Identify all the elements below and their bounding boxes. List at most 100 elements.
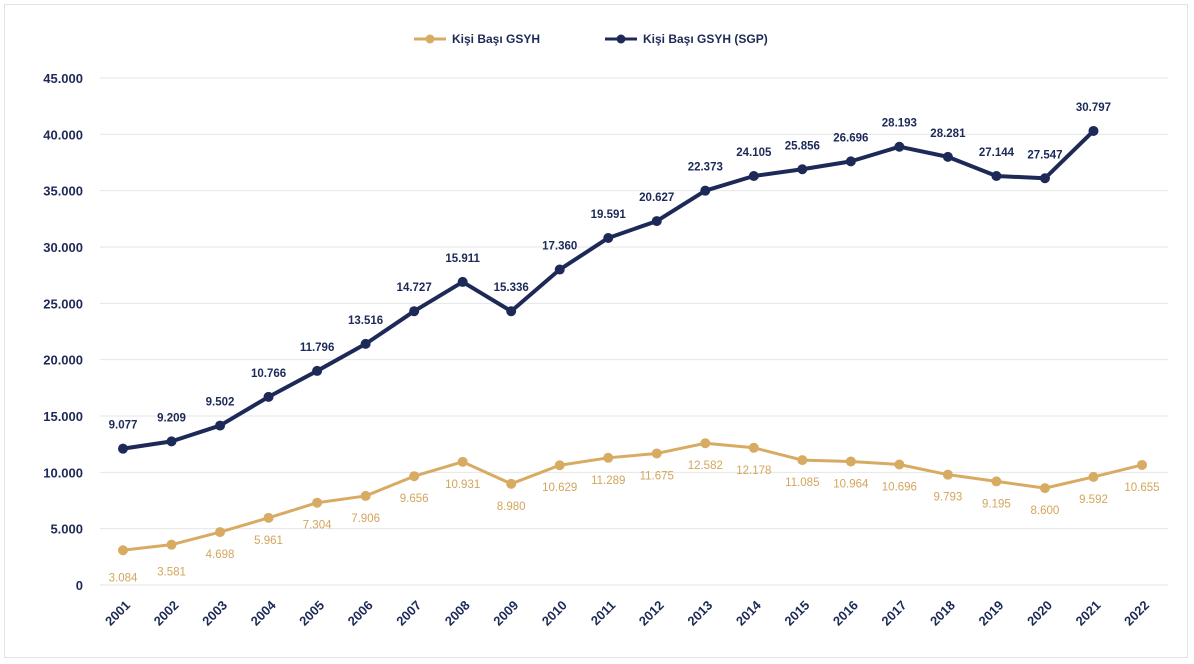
y-tick-label: 45.000 <box>43 71 83 86</box>
legend-marker-swatch <box>425 34 435 44</box>
data-label-gsyh: 7.906 <box>351 513 380 525</box>
data-label-sgp: 14.727 <box>397 282 432 294</box>
data-point-sgp <box>506 306 517 317</box>
data-label-gsyh: 8.600 <box>1031 505 1060 517</box>
data-label-sgp: 20.627 <box>639 192 674 204</box>
y-tick-label: 30.000 <box>43 240 83 255</box>
data-label-gsyh: 12.582 <box>688 460 723 472</box>
data-point-sgp <box>457 276 468 287</box>
x-tick-label: 2006 <box>345 598 376 629</box>
data-label-gsyh: 4.698 <box>206 549 235 561</box>
x-tick-label: 2013 <box>684 598 715 629</box>
data-label-sgp: 24.105 <box>736 147 772 159</box>
data-point-gsyh <box>506 478 517 489</box>
series-line-gsyh <box>121 441 1144 552</box>
data-label-sgp: 22.373 <box>688 162 723 174</box>
data-label-sgp: 9.209 <box>157 412 186 424</box>
x-tick-label: 2017 <box>878 598 909 629</box>
data-label-gsyh: 11.675 <box>640 470 674 482</box>
legend-item-gsyh: Kişi Başı GSYH <box>414 32 540 46</box>
data-label-sgp: 27.547 <box>1027 149 1062 161</box>
data-label-sgp: 19.591 <box>591 209 627 221</box>
y-axis: 0 5.000 10.000 15.000 20.000 25.000 30.000 35.0… <box>43 71 83 593</box>
x-tick-label: 2018 <box>927 598 958 629</box>
x-tick-label: 2011 <box>588 598 619 629</box>
data-point-sgp <box>942 151 953 162</box>
y-tick-label: 15.000 <box>43 409 83 424</box>
data-label-sgp: 15.911 <box>445 253 480 265</box>
data-point-gsyh <box>991 476 1002 487</box>
x-tick-label: 2012 <box>636 598 667 629</box>
y-tick-label: 20.000 <box>43 353 83 368</box>
chart-frame <box>4 4 1188 658</box>
x-tick-label: 2019 <box>975 598 1006 629</box>
data-point-sgp <box>1088 125 1099 136</box>
data-label-sgp: 28.281 <box>930 128 966 140</box>
data-labels: 9.077 9.209 9.502 10.766 11.796 13.516 14.727 1… <box>109 102 1160 584</box>
data-point-gsyh <box>215 527 226 538</box>
data-point-sgp <box>554 264 565 275</box>
data-label-gsyh: 10.931 <box>445 479 480 491</box>
x-tick-label: 2014 <box>733 597 765 629</box>
data-point-gsyh <box>1039 483 1050 494</box>
data-label-gsyh: 8.980 <box>497 501 526 513</box>
legend-label: Kişi Başı GSYH (SGP) <box>643 32 768 46</box>
data-point-gsyh <box>603 452 614 463</box>
data-point-sgp <box>215 420 226 431</box>
data-point-gsyh <box>457 456 468 467</box>
y-tick-label: 35.000 <box>43 184 83 199</box>
y-tick-label: 40.000 <box>43 127 83 142</box>
data-point-sgp <box>651 216 662 227</box>
data-label-sgp: 30.797 <box>1076 102 1111 114</box>
legend: Kişi Başı GSYH Kişi Başı GSYH (SGP) <box>414 32 768 46</box>
data-point-gsyh <box>651 448 662 459</box>
y-tick-label: 25.000 <box>43 296 83 311</box>
data-point-sgp <box>409 306 420 317</box>
data-point-gsyh <box>263 512 274 523</box>
data-point-sgp <box>263 391 274 402</box>
data-point-gsyh <box>166 539 177 550</box>
x-tick-label: 2021 <box>1073 598 1104 629</box>
gridlines <box>100 77 1168 586</box>
data-point-gsyh <box>118 545 128 556</box>
data-point-gsyh <box>797 455 808 466</box>
data-label-gsyh: 5.961 <box>254 535 283 547</box>
legend-item-sgp: Kişi Başı GSYH (SGP) <box>605 32 768 46</box>
data-label-sgp: 13.516 <box>348 315 383 327</box>
data-label-gsyh: 12.178 <box>736 465 771 477</box>
data-label-gsyh: 7.304 <box>303 520 332 532</box>
data-label-gsyh: 10.655 <box>1124 482 1159 494</box>
x-tick-label: 2009 <box>490 598 521 629</box>
data-label-gsyh: 10.696 <box>882 481 917 493</box>
x-tick-label: 2002 <box>151 598 182 629</box>
x-tick-label: 2010 <box>539 598 570 629</box>
x-tick-label: 2003 <box>199 598 230 629</box>
data-label-gsyh: 10.964 <box>833 478 869 490</box>
x-tick-label: 2001 <box>102 598 133 629</box>
data-point-gsyh <box>409 471 420 482</box>
data-label-gsyh: 11.289 <box>591 475 625 487</box>
data-point-sgp <box>166 436 177 447</box>
data-point-sgp <box>797 164 808 175</box>
x-tick-label: 2016 <box>830 598 861 629</box>
data-point-gsyh <box>360 490 371 501</box>
x-tick-label: 2004 <box>248 597 280 629</box>
data-point-gsyh <box>845 456 856 467</box>
data-point-gsyh <box>554 460 565 471</box>
data-point-sgp <box>700 185 711 196</box>
data-label-sgp: 26.696 <box>833 132 868 144</box>
data-label-gsyh: 10.629 <box>542 482 577 494</box>
x-tick-label: 2020 <box>1024 598 1055 629</box>
series-layer <box>118 125 1147 556</box>
data-point-gsyh <box>894 459 905 470</box>
data-label-gsyh: 3.084 <box>109 572 138 584</box>
data-point-sgp <box>748 171 759 182</box>
data-label-gsyh: 9.656 <box>400 493 429 505</box>
x-tick-label: 2008 <box>442 598 473 629</box>
data-label-sgp: 17.360 <box>542 241 577 253</box>
data-point-gsyh <box>748 442 759 453</box>
data-point-gsyh <box>312 497 323 508</box>
data-label-gsyh: 11.085 <box>785 477 819 489</box>
data-point-sgp <box>603 232 614 243</box>
